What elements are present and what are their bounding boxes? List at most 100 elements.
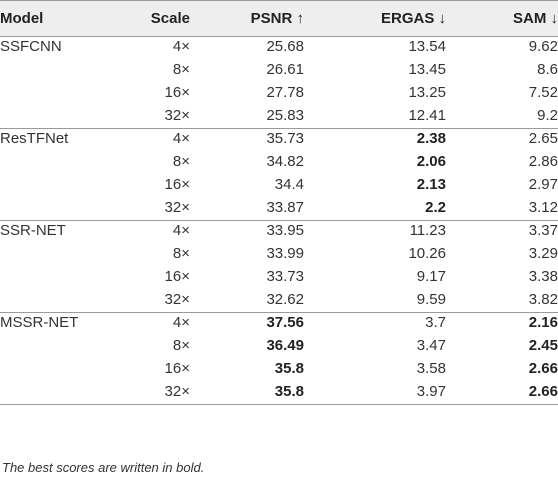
model-name-empty <box>0 359 118 382</box>
scale-cell: 8× <box>172 60 190 78</box>
ergas-cell: 3.97 <box>416 382 446 400</box>
ergas-cell: 3.7 <box>425 314 446 331</box>
sam-cell: 3.82 <box>528 290 558 308</box>
model-name-empty <box>0 175 118 198</box>
scale-cell: 4× <box>172 314 190 331</box>
scale-cell: 8× <box>172 336 190 354</box>
sam-cell: 3.38 <box>528 267 558 285</box>
sam-cell: 9.2 <box>537 106 558 124</box>
results-table: Model Scale PSNR ↑ ERGAS ↓ SAM ↓ SSFCNN … <box>0 0 558 405</box>
scale-cell: 4× <box>172 130 190 147</box>
psnr-cell: 33.73 <box>266 267 304 285</box>
ergas-cell: 13.25 <box>408 83 446 101</box>
model-name: SSR-NET <box>0 222 66 239</box>
table-row: 16× 34.4 2.13 2.97 <box>0 175 558 198</box>
sam-cell-best: 2.66 <box>528 359 558 377</box>
model-name-empty <box>0 83 118 106</box>
scale-cell: 32× <box>164 198 190 216</box>
model-name: SSFCNN <box>0 38 62 55</box>
model-name-empty <box>0 290 118 313</box>
model-name-empty <box>0 382 118 405</box>
scale-cell: 8× <box>172 244 190 262</box>
sam-cell: 8.6 <box>537 60 558 78</box>
psnr-cell: 26.61 <box>266 60 304 78</box>
ergas-cell: 11.23 <box>409 222 446 239</box>
psnr-cell: 33.95 <box>266 222 304 239</box>
ergas-cell: 9.17 <box>416 267 446 285</box>
scale-cell: 16× <box>164 359 190 377</box>
column-header-scale: Scale <box>118 0 190 37</box>
table-row: 16× 27.78 13.25 7.52 <box>0 83 558 106</box>
scale-cell: 16× <box>164 175 190 193</box>
model-name-empty <box>0 198 118 221</box>
table-row: 32× 33.87 2.2 3.12 <box>0 198 558 221</box>
ergas-cell-best: 2.2 <box>425 198 446 216</box>
table-row: 16× 35.8 3.58 2.66 <box>0 359 558 382</box>
table-footnote: The best scores are written in bold. <box>2 460 205 475</box>
sam-cell: 3.29 <box>528 244 558 262</box>
scale-cell: 32× <box>164 290 190 308</box>
ergas-cell: 9.59 <box>416 290 446 308</box>
model-group-ssfcnn: SSFCNN 4× 25.68 13.54 9.62 8× 26.61 13.4… <box>0 37 558 129</box>
psnr-cell-best: 35.8 <box>274 382 304 400</box>
table-row: SSR-NET 4× 33.95 11.23 3.37 <box>0 221 558 244</box>
model-name-empty <box>0 267 118 290</box>
model-name-empty <box>0 106 118 129</box>
psnr-cell: 34.82 <box>266 152 304 170</box>
sam-cell: 2.86 <box>528 152 558 170</box>
sam-cell-best: 2.45 <box>528 336 558 354</box>
scale-cell: 4× <box>172 38 190 55</box>
psnr-cell: 25.83 <box>266 106 304 124</box>
table-row: 8× 26.61 13.45 8.6 <box>0 60 558 83</box>
column-header-psnr: PSNR ↑ <box>190 0 304 37</box>
model-name: ResTFNet <box>0 130 69 147</box>
psnr-cell-best: 36.49 <box>266 336 304 354</box>
model-group-restfnet: ResTFNet 4× 35.73 2.38 2.65 8× 34.82 2.0… <box>0 129 558 221</box>
table-row: 32× 35.8 3.97 2.66 <box>0 382 558 405</box>
column-header-model: Model <box>0 0 118 37</box>
psnr-cell: 32.62 <box>266 290 304 308</box>
psnr-cell-best: 37.56 <box>266 314 304 331</box>
table-row: MSSR-NET 4× 37.56 3.7 2.16 <box>0 313 558 336</box>
psnr-cell: 34.4 <box>274 175 304 193</box>
table-row: 32× 25.83 12.41 9.2 <box>0 106 558 129</box>
table-row: 8× 33.99 10.26 3.29 <box>0 244 558 267</box>
sam-cell: 9.62 <box>528 38 558 55</box>
psnr-cell: 33.87 <box>266 198 304 216</box>
table-header: Model Scale PSNR ↑ ERGAS ↓ SAM ↓ <box>0 0 558 37</box>
sam-cell: 2.65 <box>528 130 558 147</box>
ergas-cell-best: 2.13 <box>416 175 446 193</box>
scale-cell: 16× <box>164 267 190 285</box>
ergas-cell: 13.54 <box>408 38 446 55</box>
sam-cell: 2.97 <box>528 175 558 193</box>
sam-cell: 7.52 <box>528 83 558 101</box>
table-row: 32× 32.62 9.59 3.82 <box>0 290 558 313</box>
ergas-cell: 12.41 <box>408 106 446 124</box>
scale-cell: 8× <box>172 152 190 170</box>
column-header-sam: SAM ↓ <box>446 0 558 37</box>
model-name: MSSR-NET <box>0 314 79 331</box>
ergas-cell: 10.26 <box>408 244 446 262</box>
model-group-mssr-net: MSSR-NET 4× 37.56 3.7 2.16 8× 36.49 3.47… <box>0 313 558 405</box>
model-name-empty <box>0 152 118 175</box>
table-row: SSFCNN 4× 25.68 13.54 9.62 <box>0 37 558 60</box>
model-name-empty <box>0 336 118 359</box>
sam-cell-best: 2.16 <box>528 314 558 331</box>
psnr-cell: 33.99 <box>266 244 304 262</box>
column-header-ergas: ERGAS ↓ <box>304 0 446 37</box>
table-row: 8× 34.82 2.06 2.86 <box>0 152 558 175</box>
ergas-cell: 13.45 <box>408 60 446 78</box>
header-row: Model Scale PSNR ↑ ERGAS ↓ SAM ↓ <box>0 0 558 37</box>
psnr-cell: 25.68 <box>266 38 304 55</box>
model-name-empty <box>0 60 118 83</box>
scale-cell: 16× <box>164 83 190 101</box>
scale-cell: 32× <box>164 382 190 400</box>
scale-cell: 4× <box>172 222 190 239</box>
ergas-cell-best: 2.38 <box>416 130 446 147</box>
table-row: 16× 33.73 9.17 3.38 <box>0 267 558 290</box>
ergas-cell: 3.47 <box>416 336 446 354</box>
model-name-empty <box>0 244 118 267</box>
sam-cell: 3.12 <box>528 198 558 216</box>
table-row: ResTFNet 4× 35.73 2.38 2.65 <box>0 129 558 152</box>
table-row: 8× 36.49 3.47 2.45 <box>0 336 558 359</box>
